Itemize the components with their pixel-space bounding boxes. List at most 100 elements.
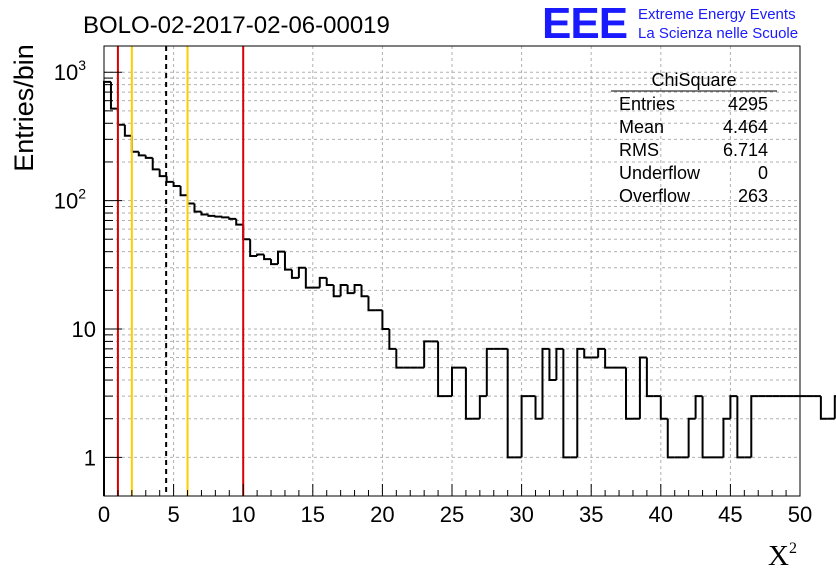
axes: 0 5 10 15 20 25 30 35 40 45 50 1 10 102 103: [54, 57, 813, 527]
histogram-bin: [325, 277, 334, 287]
histogram-bin: [242, 224, 251, 241]
stats-row-value: 4295: [728, 94, 768, 114]
stats-row-label: RMS: [619, 140, 659, 160]
stats-row-label: Overflow: [619, 186, 691, 206]
histogram-bin: [318, 276, 327, 288]
histogram-bin: [193, 203, 202, 213]
histogram-bin: [144, 155, 153, 159]
histogram-bin: [200, 211, 209, 216]
y-tick-label: 10: [72, 317, 96, 342]
histogram-bin: [638, 356, 647, 419]
x-tick-label: 50: [788, 502, 812, 527]
histogram-bin: [562, 348, 571, 459]
histogram-bin: [249, 239, 258, 258]
histogram-bin: [819, 396, 828, 420]
x-tick-label: 35: [579, 502, 603, 527]
histogram-bin: [130, 135, 139, 153]
histogram-bin: [332, 285, 341, 298]
x-tick-label: 0: [98, 502, 110, 527]
histogram-bin: [186, 195, 195, 205]
histogram-bin: [555, 347, 564, 381]
stats-row-label: Entries: [619, 94, 675, 114]
histogram-bin: [137, 151, 146, 157]
histogram-bin: [464, 367, 473, 420]
histogram-bin: [109, 81, 118, 110]
histogram-bin: [645, 357, 654, 398]
histogram-bin: [548, 348, 557, 382]
histogram-bin: [437, 341, 446, 398]
histogram-bin: [228, 217, 237, 220]
stats-row-value: 263: [738, 186, 768, 206]
histogram-bars: [103, 80, 836, 496]
reference-lines: [116, 46, 245, 496]
stats-row-value: 4.464: [723, 117, 768, 137]
histogram-bin: [290, 269, 299, 279]
y-tick-label: 103: [54, 57, 86, 85]
histogram-bin: [722, 417, 731, 458]
histogram-bin: [451, 366, 459, 397]
histogram-bin: [339, 284, 348, 297]
histogram-bin: [478, 395, 487, 419]
logo-text-line1: Extreme Energy Events: [638, 6, 796, 23]
histogram-bin: [520, 395, 529, 458]
histogram-bin: [381, 310, 390, 330]
histogram-bin: [666, 418, 675, 459]
eee-logo: EEE Extreme Energy Events La Scienza nel…: [542, 2, 832, 46]
stats-title: ChiSquare: [651, 70, 736, 90]
histogram-bin: [221, 216, 230, 219]
histogram-bin: [694, 395, 703, 419]
x-tick-label: 15: [301, 502, 325, 527]
histogram-bin: [625, 367, 633, 420]
histogram-bin: [701, 396, 710, 459]
stats-row-label: Underflow: [619, 163, 701, 183]
histogram-bin: [123, 124, 132, 137]
histogram-bin: [729, 395, 738, 419]
histogram-bin: [541, 347, 550, 419]
histogram-bin: [687, 417, 696, 458]
stats-row-label: Mean: [619, 117, 664, 137]
histogram-bin: [576, 347, 585, 458]
histogram-bin: [277, 250, 285, 265]
y-tick-label: 102: [54, 186, 86, 214]
y-tick-label: 1: [84, 445, 96, 470]
x-tick-label: 30: [509, 502, 533, 527]
histogram-bin: [179, 185, 188, 197]
histogram-bin: [165, 176, 174, 183]
histogram-bin: [172, 181, 181, 187]
histogram-bin: [736, 396, 745, 459]
x-tick-label: 10: [231, 502, 255, 527]
stats-rows: Entries 4295 Mean 4.464 RMS 6.714 Underflow 0 Ov…: [619, 94, 768, 206]
histogram-bin: [158, 169, 167, 178]
histogram-bin: [263, 254, 272, 261]
histogram-bin: [346, 285, 355, 295]
histogram-bin: [297, 266, 306, 278]
histogram-bin: [388, 328, 397, 350]
histogram-bin: [659, 396, 668, 420]
histogram-bin: [583, 348, 592, 359]
histogram-bin: [270, 259, 278, 266]
x-tick-label: 45: [718, 502, 742, 527]
histogram-bin: [423, 340, 432, 368]
x-tick-label: 40: [649, 502, 673, 527]
histogram-bin: [367, 296, 376, 312]
histogram-bin: [534, 396, 543, 420]
histogram-bin: [283, 251, 292, 271]
stats-row-value: 6.714: [723, 140, 768, 160]
logo-text-line2: La Scienza nelle Scuole: [638, 25, 799, 42]
chart-title: BOLO-02-2017-02-06-00019: [83, 12, 390, 39]
stats-box: ChiSquare Entries 4295 Mean 4.464 RMS 6.714 Un…: [611, 70, 777, 206]
histogram-bin: [214, 215, 223, 218]
histogram-bin: [360, 285, 369, 298]
histogram-bin: [833, 395, 836, 419]
histogram-bin: [604, 348, 613, 369]
histogram-bin: [395, 348, 404, 369]
histogram-bin: [304, 267, 313, 289]
histogram-bin: [207, 214, 216, 217]
y-axis-label: Entries/bin: [9, 44, 39, 172]
histogram-bin: [353, 284, 362, 294]
x-tick-label: 5: [167, 502, 179, 527]
histogram-bin: [103, 80, 111, 496]
eee-logo-mark: EEE: [542, 0, 628, 48]
histogram-bin: [151, 157, 160, 171]
